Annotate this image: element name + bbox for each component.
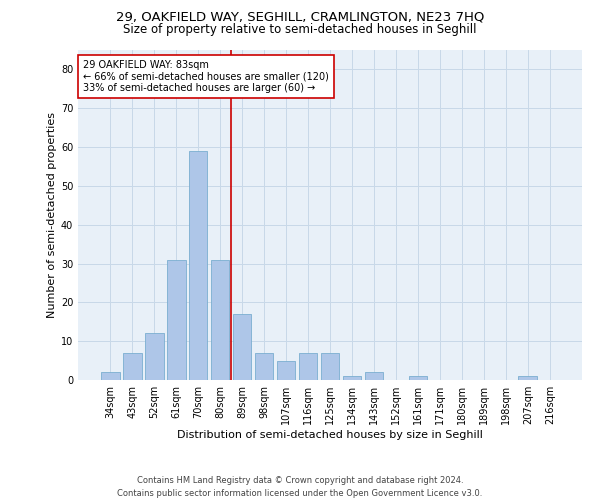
Bar: [518, 376, 537, 380]
Bar: [145, 334, 164, 380]
Bar: [123, 353, 142, 380]
Bar: [255, 353, 274, 380]
Text: 29, OAKFIELD WAY, SEGHILL, CRAMLINGTON, NE23 7HQ: 29, OAKFIELD WAY, SEGHILL, CRAMLINGTON, …: [116, 11, 484, 24]
X-axis label: Distribution of semi-detached houses by size in Seghill: Distribution of semi-detached houses by …: [177, 430, 483, 440]
Bar: [167, 260, 185, 380]
Bar: [233, 314, 251, 380]
Bar: [343, 376, 361, 380]
Bar: [277, 360, 295, 380]
Bar: [409, 376, 427, 380]
Text: Contains HM Land Registry data © Crown copyright and database right 2024.
Contai: Contains HM Land Registry data © Crown c…: [118, 476, 482, 498]
Bar: [189, 151, 208, 380]
Text: Size of property relative to semi-detached houses in Seghill: Size of property relative to semi-detach…: [123, 22, 477, 36]
Bar: [211, 260, 229, 380]
Y-axis label: Number of semi-detached properties: Number of semi-detached properties: [47, 112, 56, 318]
Bar: [365, 372, 383, 380]
Text: 29 OAKFIELD WAY: 83sqm
← 66% of semi-detached houses are smaller (120)
33% of se: 29 OAKFIELD WAY: 83sqm ← 66% of semi-det…: [83, 60, 329, 93]
Bar: [320, 353, 340, 380]
Bar: [101, 372, 119, 380]
Bar: [299, 353, 317, 380]
